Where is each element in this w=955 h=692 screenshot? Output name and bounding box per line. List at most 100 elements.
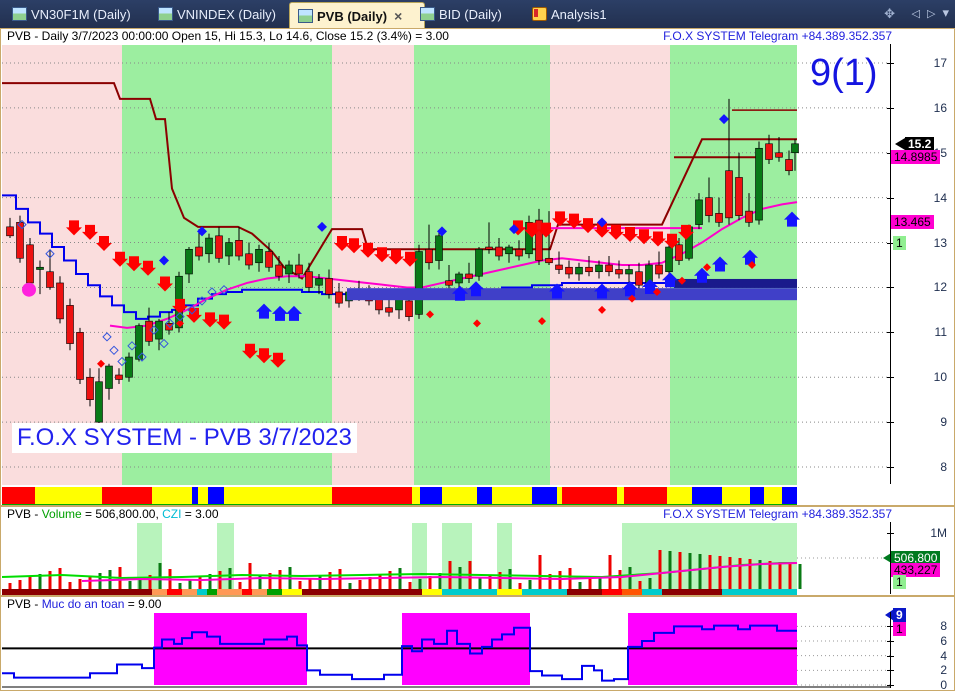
date-color-segment xyxy=(764,487,782,505)
chevron-down-icon[interactable]: ▾ xyxy=(942,5,949,20)
volume-header-prefix: PVB - xyxy=(7,507,42,521)
date-color-segment xyxy=(2,487,35,505)
date-color-segment xyxy=(532,487,557,505)
oscillator-svg xyxy=(2,613,890,688)
candlestick-svg xyxy=(2,45,890,485)
tab-pvb[interactable]: PVB (Daily) × xyxy=(289,2,425,29)
volume-plot-area[interactable] xyxy=(2,523,890,595)
date-color-segment xyxy=(782,487,797,505)
volume-header-text: PVB - Volume = 506,800.00, CZI = 3.00 xyxy=(5,507,221,521)
date-color-segment xyxy=(224,487,332,505)
overlay-value: 9(1) xyxy=(810,52,878,94)
date-color-segment xyxy=(617,487,624,505)
price-axis-tick-label: 17 xyxy=(933,55,947,70)
date-color-segment xyxy=(562,487,617,505)
tab-label: Analysis1 xyxy=(551,6,607,22)
tab-nav-controls: ◁ ▷ ▾ xyxy=(912,5,949,21)
oscillator-header-text: PVB - Muc do an toan = 9.00 xyxy=(5,597,164,611)
date-color-segment xyxy=(492,487,532,505)
date-color-segment xyxy=(477,487,492,505)
price-axis-line xyxy=(890,44,891,484)
date-color-segment xyxy=(198,487,208,505)
price-header-text: PVB - Daily 3/7/2023 00:00:00 Open 15, H… xyxy=(5,29,451,43)
price-axis-tick-label: 8 xyxy=(940,460,947,475)
tab-vn30f1m[interactable]: VN30F1M (Daily) xyxy=(4,2,162,26)
date-color-segment xyxy=(557,487,562,505)
tab-label: VN30F1M (Daily) xyxy=(31,6,131,22)
volume-axis[interactable]: 1M 506,800 433,227 1 xyxy=(883,523,953,595)
analysis-icon xyxy=(532,7,547,21)
date-color-segment xyxy=(192,487,198,505)
tab-label: VNINDEX (Daily) xyxy=(177,6,276,22)
date-color-segment xyxy=(722,487,750,505)
date-color-segment xyxy=(750,487,764,505)
price-axis-tick-label: 13 xyxy=(933,235,947,250)
price-plot-area[interactable]: F.O.X SYSTEM - PVB 3/7/2023 9(1) xyxy=(2,45,890,485)
date-color-segment xyxy=(420,487,442,505)
oscillator-plot-area[interactable] xyxy=(2,613,890,689)
chart-icon xyxy=(12,7,27,21)
volume-header-branding: F.O.X SYSTEM Telegram +84.389.352.357 xyxy=(661,507,894,521)
volume-axis-line xyxy=(890,522,891,594)
date-color-segment xyxy=(624,487,667,505)
date-strip-underline xyxy=(2,504,797,505)
volume-axis-tick-label: 1M xyxy=(930,526,947,540)
tab-vnindex[interactable]: VNINDEX (Daily) xyxy=(150,2,306,26)
next-tab-icon[interactable]: ▷ xyxy=(927,7,936,20)
add-tab-icon[interactable]: ✥ xyxy=(884,6,895,21)
date-color-segment xyxy=(667,487,692,505)
volume-svg xyxy=(2,523,890,595)
volume-series-value: = 506,800.00, xyxy=(81,507,163,521)
date-color-segment xyxy=(35,487,102,505)
chart-icon xyxy=(298,9,313,23)
tab-label: PVB (Daily) xyxy=(317,8,388,24)
volume-series-label: Volume xyxy=(41,507,82,521)
price-marker-0: 15.2 xyxy=(905,136,935,151)
price-marker-1: 14.8985 xyxy=(891,150,941,165)
tab-bar: VN30F1M (Daily) VNINDEX (Daily) PVB (Dai… xyxy=(0,0,955,29)
price-header-branding: F.O.X SYSTEM Telegram +84.389.352.357 xyxy=(661,29,894,43)
price-axis-tick-label: 10 xyxy=(933,370,947,385)
oscillator-axis-tick-label: 0 xyxy=(940,678,947,692)
oscillator-axis-line xyxy=(890,612,891,688)
osc-header-prefix: PVB - xyxy=(7,597,42,611)
oscillator-axis-tick-label: 2 xyxy=(940,663,947,678)
volume-pointer xyxy=(883,552,893,564)
volume-marker-1: 433,227 xyxy=(891,563,941,577)
oscillator-pointer xyxy=(885,609,894,621)
close-icon[interactable]: × xyxy=(394,8,403,24)
price-panel-header: PVB - Daily 3/7/2023 00:00:00 Open 15, H… xyxy=(1,29,954,45)
price-axis-tick-label: 9 xyxy=(940,415,947,430)
date-color-segment xyxy=(102,487,152,505)
chart-icon xyxy=(420,7,435,21)
czi-series-value: = 3.00 xyxy=(181,507,219,521)
price-axis-tick-label: 12 xyxy=(933,280,947,295)
date-axis: Dec2023FebMar xyxy=(2,487,890,521)
prev-tab-icon[interactable]: ◁ xyxy=(911,7,920,20)
osc-series-label: Muc do an toan xyxy=(41,597,125,611)
current-price-pointer xyxy=(895,137,905,150)
oscillator-marker-0: 9 xyxy=(893,608,906,622)
oscillator-axis-tick-label: 4 xyxy=(940,648,947,663)
tab-bid[interactable]: BID (Daily) xyxy=(412,2,538,26)
tab-analysis1[interactable]: Analysis1 xyxy=(524,2,645,26)
volume-panel-header: PVB - Volume = 506,800.00, CZI = 3.00 F.… xyxy=(1,507,954,523)
tab-label: BID (Daily) xyxy=(439,6,502,22)
price-panel[interactable]: PVB - Daily 3/7/2023 00:00:00 Open 15, H… xyxy=(0,28,955,521)
oscillator-panel-header: PVB - Muc do an toan = 9.00 xyxy=(1,597,954,613)
czi-series-label: CZI xyxy=(162,507,182,521)
volume-panel[interactable]: PVB - Volume = 506,800.00, CZI = 3.00 F.… xyxy=(0,506,955,596)
date-color-segment xyxy=(692,487,722,505)
price-axis-tick-label: 16 xyxy=(933,100,947,115)
volume-marker-2: 1 xyxy=(893,575,906,589)
date-color-segment xyxy=(412,487,420,505)
oscillator-marker-1: 1 xyxy=(893,622,906,636)
price-axis-tick-label: 14 xyxy=(933,190,947,205)
osc-series-value: = 9.00 xyxy=(124,597,162,611)
date-color-segment xyxy=(442,487,477,505)
date-color-segment xyxy=(208,487,224,505)
